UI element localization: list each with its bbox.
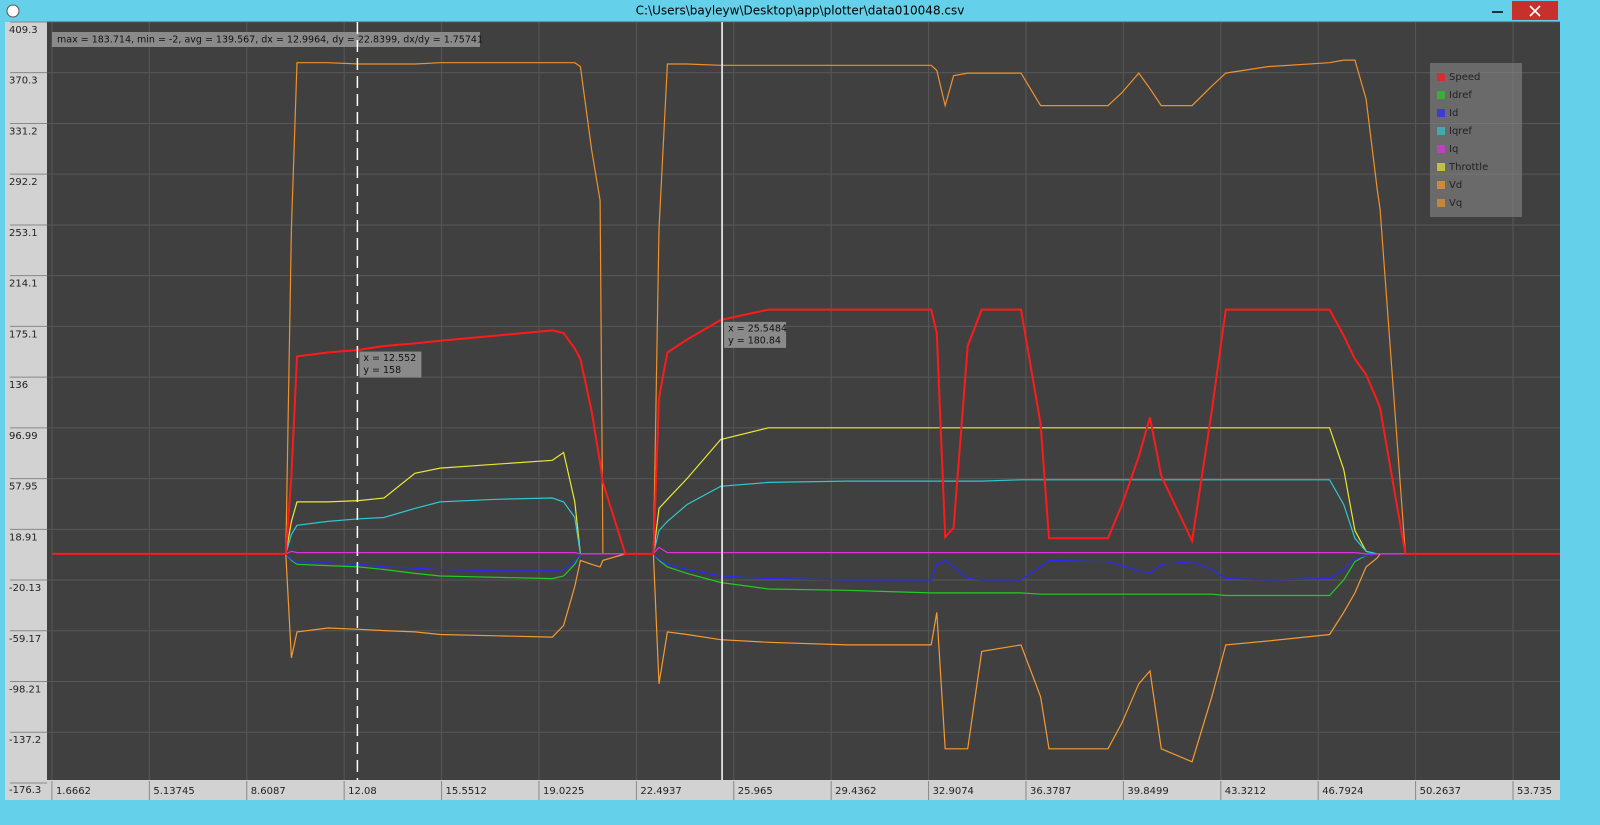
y-tick-label: 253.1: [9, 228, 38, 239]
y-tick-label: 331.2: [9, 126, 38, 137]
legend-swatch: [1437, 181, 1445, 189]
legend-swatch: [1437, 91, 1445, 99]
legend-label: Id: [1449, 108, 1458, 119]
readout-box: [52, 32, 480, 47]
legend-label: Iq: [1449, 144, 1458, 155]
legend-swatch: [1437, 163, 1445, 171]
readout-text: max = 183.714, min = -2, avg = 139.567, …: [57, 35, 483, 46]
legend-label: Throttle: [1448, 162, 1488, 173]
y-tick-label: 175.1: [9, 329, 38, 340]
x-tick-label: 43.3212: [1225, 786, 1266, 797]
y-tick-label: 18.91: [9, 532, 38, 543]
legend-swatch: [1437, 109, 1445, 117]
x-tick-label: 22.4937: [640, 786, 681, 797]
y-tick-label: 96.99: [9, 431, 38, 442]
legend-swatch: [1437, 145, 1445, 153]
series-line: [52, 59, 1560, 555]
series-line: [52, 546, 1560, 555]
y-tick-label: 370.3: [9, 76, 38, 87]
x-tick-label: 5.13745: [153, 786, 194, 797]
legend-label: Vq: [1449, 198, 1462, 209]
x-tick-label: 8.6087: [251, 786, 286, 797]
x-tick-label: 50.2637: [1420, 786, 1461, 797]
legend-label: Iqref: [1449, 126, 1472, 137]
legend-label: Idref: [1449, 90, 1472, 101]
y-tick-label: 292.2: [9, 177, 38, 188]
x-tick-label: 19.0225: [543, 786, 584, 797]
y-tick-label: -137.2: [9, 735, 41, 746]
x-tick-label: 12.08: [348, 786, 377, 797]
cursor-x-label: x = 25.5484: [728, 323, 787, 334]
y-tick-label: -176.3: [9, 785, 41, 796]
legend-swatch: [1437, 73, 1445, 81]
x-tick-label: 29.4362: [835, 786, 876, 797]
x-tick-label: 1.6662: [56, 786, 91, 797]
legend-label: Vd: [1449, 180, 1462, 191]
x-tick-label: 32.9074: [933, 786, 974, 797]
x-tick-label: 39.8499: [1127, 786, 1168, 797]
x-tick-label: 53.735: [1517, 786, 1552, 797]
legend-swatch: [1437, 127, 1445, 135]
y-tick-label: 57.95: [9, 482, 38, 493]
x-tick-label: 15.5512: [446, 786, 487, 797]
x-axis-panel: [5, 780, 1560, 800]
y-tick-label: 214.1: [9, 279, 38, 290]
x-tick-label: 25.965: [738, 786, 773, 797]
plot-area: [47, 22, 1560, 783]
y-tick-label: -20.13: [9, 583, 41, 594]
y-tick-label: -59.17: [9, 634, 41, 645]
y-axis-panel: [5, 22, 47, 800]
series-line: [52, 427, 1560, 555]
series-line: [52, 553, 1560, 597]
legend-swatch: [1437, 199, 1445, 207]
y-tick-label: 409.3: [9, 25, 38, 36]
window-title: C:\Users\bayleyw\Desktop\app\plotter\dat…: [636, 4, 965, 18]
legend-label: Speed: [1449, 72, 1480, 83]
legend-box: [1430, 63, 1522, 217]
series-line: [52, 553, 1560, 763]
cursor-x-label: x = 12.552: [363, 353, 416, 364]
x-tick-label: 46.7924: [1322, 786, 1363, 797]
app-icon: [6, 4, 20, 18]
y-tick-label: 136: [9, 380, 28, 391]
x-tick-label: 36.3787: [1030, 786, 1071, 797]
close-icon: [1529, 5, 1541, 17]
cursor-y-label: y = 180.84: [728, 335, 781, 346]
y-tick-label: -98.21: [9, 685, 41, 696]
cursor-label-box: [359, 351, 422, 378]
series-line: [52, 479, 1560, 555]
series-line: [52, 308, 1560, 555]
cursor-label-box: [724, 321, 787, 348]
series-line: [52, 553, 1560, 581]
cursor-y-label: y = 158: [363, 365, 401, 376]
